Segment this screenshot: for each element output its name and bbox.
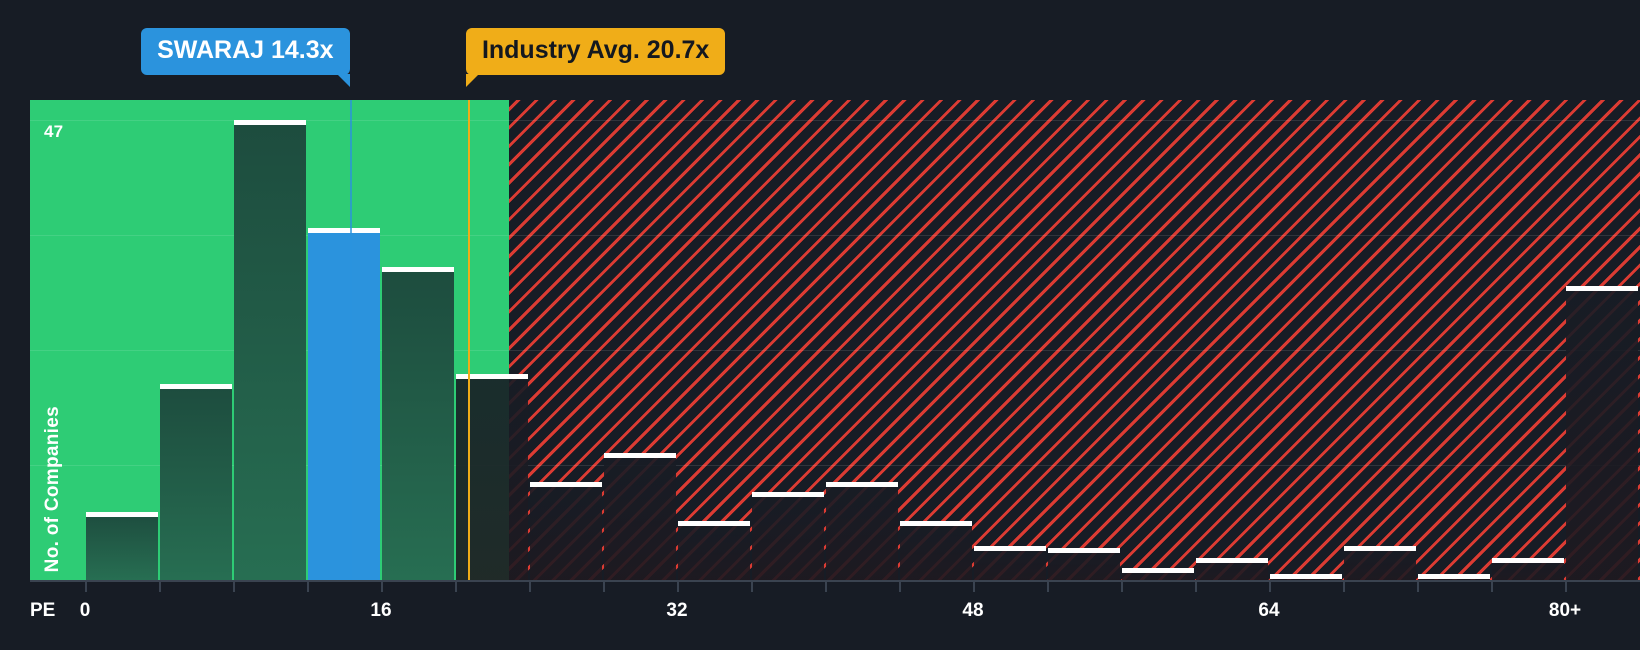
bar-cap	[826, 482, 898, 488]
x-tick	[677, 582, 679, 592]
bar-cap	[456, 374, 528, 380]
bar-68-72[interactable]	[1344, 545, 1416, 580]
x-tick	[1417, 582, 1419, 592]
bar-44-48[interactable]	[900, 521, 972, 580]
x-tick-label-80+: 80+	[1548, 600, 1582, 621]
x-tick	[1047, 582, 1049, 592]
swaraj-callout-label: SWARAJ 14.3x	[157, 36, 334, 64]
y-axis-title: No. of Companies	[42, 405, 63, 572]
y-max-value-label: 47	[44, 122, 64, 141]
bar-48-52[interactable]	[974, 545, 1046, 580]
bar-cap	[900, 521, 972, 527]
x-tick-label-32: 32	[666, 600, 688, 621]
gridline	[30, 465, 1640, 466]
x-tick	[603, 582, 605, 592]
bar-64-68[interactable]	[1270, 574, 1342, 580]
bar-36-40[interactable]	[752, 491, 824, 580]
bar-cap	[1344, 545, 1416, 551]
plot-area: 47 No. of Companies	[30, 100, 1640, 580]
x-tick-label-16: 16	[370, 600, 392, 621]
x-tick	[1195, 582, 1197, 592]
bar-cap	[678, 521, 750, 527]
x-tick	[529, 582, 531, 592]
bar-60-64[interactable]	[1196, 557, 1268, 580]
bar-cap	[752, 491, 824, 497]
callout-tail-icon	[465, 74, 479, 87]
industry-avg-callout[interactable]: Industry Avg. 20.7x	[465, 28, 726, 87]
x-axis	[30, 580, 1640, 582]
x-tick	[899, 582, 901, 592]
bar-cap	[1418, 574, 1490, 580]
bar-cap	[604, 452, 676, 458]
x-tick-label-64: 64	[1258, 600, 1280, 621]
bar-20-24[interactable]	[456, 374, 528, 580]
x-tick	[1491, 582, 1493, 592]
bar-16-20[interactable]	[382, 266, 454, 580]
x-axis-prefix-label: PE	[30, 600, 56, 621]
bar-80+[interactable]	[1566, 286, 1638, 580]
industry-avg-callout-label: Industry Avg. 20.7x	[481, 36, 710, 64]
bar-72-76[interactable]	[1418, 574, 1490, 580]
gridline	[30, 350, 1640, 351]
bar-4-8[interactable]	[160, 384, 232, 580]
bar-cap	[86, 511, 158, 517]
swaraj-marker-line	[349, 100, 352, 580]
gridline	[30, 235, 1640, 236]
x-tick	[455, 582, 457, 592]
x-tick	[1565, 582, 1567, 592]
bar-cap	[1492, 557, 1564, 563]
bar-cap	[382, 266, 454, 272]
bar-0-4[interactable]	[86, 511, 158, 580]
x-tick	[307, 582, 309, 592]
x-tick	[973, 582, 975, 592]
bar-cap	[1196, 557, 1268, 563]
industry-avg-marker-line	[467, 100, 470, 580]
x-tick-label-0: 0	[79, 600, 91, 621]
x-tick	[159, 582, 161, 592]
x-tick	[233, 582, 235, 592]
bar-cap	[1122, 568, 1194, 574]
x-tick	[1343, 582, 1345, 592]
bar-52-56[interactable]	[1048, 547, 1120, 580]
bar-cap	[234, 120, 306, 125]
bar-cap	[530, 482, 602, 488]
x-tick	[1269, 582, 1271, 592]
bar-cap	[1566, 286, 1638, 292]
bar-40-44[interactable]	[826, 482, 898, 580]
bar-32-36[interactable]	[678, 521, 750, 580]
overvalued-region	[508, 100, 1640, 580]
bar-12-16[interactable]	[308, 227, 380, 580]
x-tick	[381, 582, 383, 592]
bar-cap	[308, 227, 380, 233]
bar-cap	[1048, 547, 1120, 553]
x-tick	[825, 582, 827, 592]
bar-8-12[interactable]	[234, 120, 306, 580]
x-tick	[85, 582, 87, 592]
callout-tail-icon	[336, 74, 350, 87]
bar-28-32[interactable]	[604, 452, 676, 580]
swaraj-callout[interactable]: SWARAJ 14.3x	[141, 28, 350, 87]
bar-cap	[160, 384, 232, 390]
bar-24-28[interactable]	[530, 482, 602, 580]
bar-cap	[974, 545, 1046, 551]
bar-76-80[interactable]	[1492, 557, 1564, 580]
bar-cap	[1270, 574, 1342, 580]
x-tick	[1121, 582, 1123, 592]
x-tick-label-48: 48	[962, 600, 984, 621]
x-tick	[751, 582, 753, 592]
bar-56-60[interactable]	[1122, 568, 1194, 580]
gridline	[30, 120, 1640, 121]
